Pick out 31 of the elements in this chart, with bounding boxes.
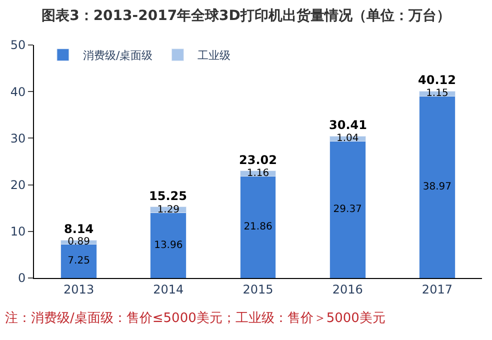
data-label: 21.86 xyxy=(244,222,272,233)
total-label: 23.02 xyxy=(239,153,277,167)
y-tick-label: 50 xyxy=(10,38,26,52)
y-tick-label: 30 xyxy=(10,131,26,146)
y-tick-label: 0 xyxy=(18,271,26,286)
total-label: 15.25 xyxy=(149,189,187,203)
total-label: 30.41 xyxy=(329,118,367,132)
text: 注：消费级/桌面级：售价≤5000美元；工业级：售价＞5000美元 xyxy=(5,310,386,326)
x-tick-label: 2015 xyxy=(242,282,274,296)
chart-title: 图表3：2013-2017年全球3D打印机出货量情况（单位：万台） xyxy=(42,8,450,24)
data-label: 1.04 xyxy=(336,133,359,144)
x-tick-label: 2013 xyxy=(64,282,94,296)
legend-label: 消费级/桌面级 xyxy=(82,49,153,62)
total-label: 40.12 xyxy=(418,73,456,87)
x-tick-label: 2016 xyxy=(332,282,363,296)
y-tick-label: 40 xyxy=(10,84,26,99)
data-label: 29.37 xyxy=(333,204,362,216)
data-label: 13.96 xyxy=(154,240,183,251)
y-tick-label: 10 xyxy=(10,224,26,239)
data-label: 1.15 xyxy=(426,88,448,100)
data-label: 1.16 xyxy=(246,168,270,179)
data-label: 1.29 xyxy=(157,204,180,216)
legend-label: 工业级 xyxy=(198,49,231,62)
bar xyxy=(60,244,97,278)
total-label: 8.14 xyxy=(64,222,94,236)
x-tick-label: 2017 xyxy=(422,282,452,296)
data-label: 0.89 xyxy=(68,236,90,248)
y-tick-label: 20 xyxy=(10,178,26,192)
x-tick-label: 2014 xyxy=(153,282,184,296)
data-label: 38.97 xyxy=(422,182,452,193)
data-label: 7.25 xyxy=(68,256,90,267)
